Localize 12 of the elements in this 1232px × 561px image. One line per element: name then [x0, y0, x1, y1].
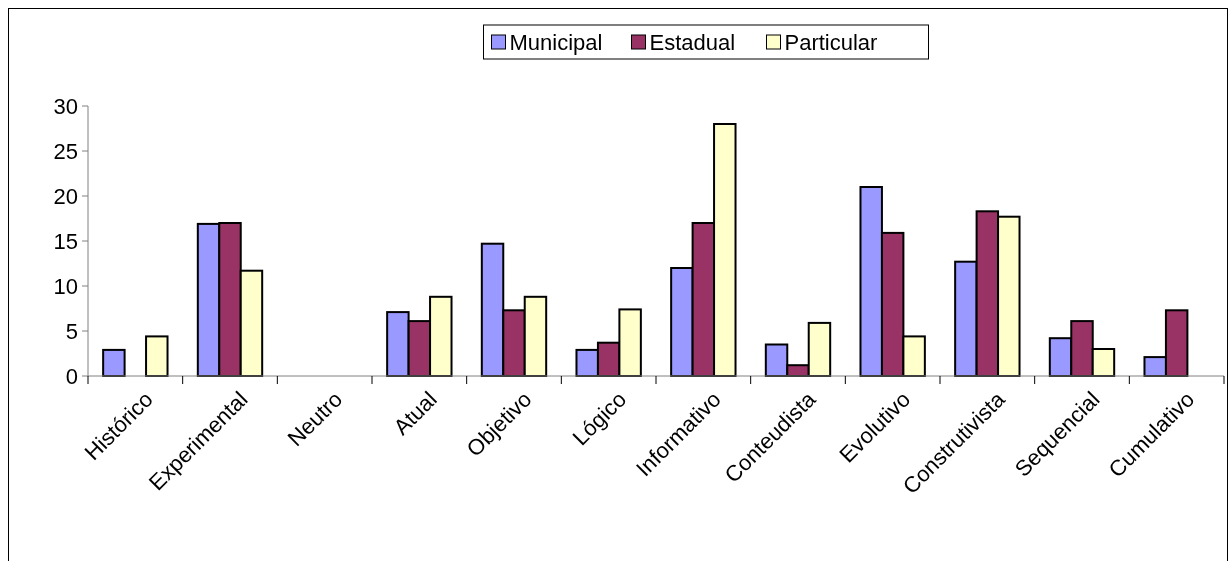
legend-label: Municipal — [509, 29, 603, 55]
legend-label: Estadual — [649, 29, 736, 55]
y-tick-label: 0 — [65, 363, 78, 389]
y-tick-label: 10 — [53, 273, 78, 299]
y-tick-label: 15 — [53, 228, 78, 254]
y-tick-label: 25 — [53, 138, 78, 164]
bar — [145, 335, 169, 377]
bar — [102, 348, 126, 377]
legend-label: Particular — [784, 29, 878, 55]
y-tick-label: 20 — [53, 183, 78, 209]
y-tick-label: 5 — [65, 318, 78, 344]
y-tick-label: 30 — [53, 93, 78, 119]
